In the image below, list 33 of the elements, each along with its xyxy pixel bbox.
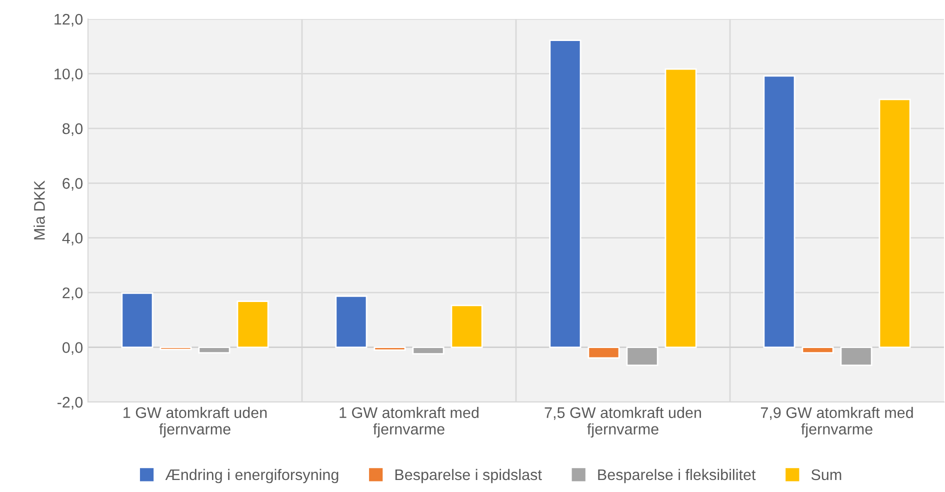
x-tick-label: 7,9 GW atomkraft med fjernvarme bbox=[760, 406, 913, 438]
bar bbox=[664, 68, 697, 348]
bar bbox=[450, 304, 483, 348]
y-tick-label: 4,0 bbox=[62, 232, 83, 246]
legend-label: Besparelse i fleksibilitet bbox=[598, 468, 756, 484]
bar bbox=[549, 40, 582, 348]
y-axis-title: Mia DKK bbox=[34, 180, 45, 240]
x-tick-label: 7,5 GW atomkraft uden fjernvarme bbox=[544, 406, 701, 438]
legend-label: Besparelse i spidslast bbox=[395, 468, 542, 484]
legend-label: Sum bbox=[811, 469, 842, 480]
bar bbox=[840, 346, 872, 366]
y-tick-label: 6,0 bbox=[62, 178, 83, 191]
y-tick-label: 0,0 bbox=[62, 342, 83, 355]
bar bbox=[374, 346, 406, 351]
bar bbox=[160, 346, 192, 350]
bar bbox=[198, 346, 230, 354]
bar bbox=[878, 98, 911, 348]
bar bbox=[236, 300, 269, 348]
bar bbox=[763, 75, 796, 348]
y-tick-label: 8,0 bbox=[62, 123, 83, 136]
y-tick-label: 12,0 bbox=[54, 14, 83, 26]
bar bbox=[121, 292, 154, 348]
bar bbox=[412, 346, 444, 355]
bar bbox=[802, 346, 834, 354]
y-tick-label: 2,0 bbox=[62, 287, 83, 300]
bar bbox=[626, 346, 658, 366]
y-tick-label: -2,0 bbox=[57, 396, 83, 410]
bar bbox=[335, 295, 368, 348]
y-tick-label: 10,0 bbox=[54, 68, 83, 82]
bar bbox=[588, 346, 620, 359]
x-tick-label: 1 GW atomkraft med fjernvarme bbox=[340, 406, 478, 438]
x-tick-label: 1 GW atomkraft uden fjernvarme bbox=[124, 406, 267, 438]
legend-label: Ændring i energiforsyning bbox=[165, 468, 338, 484]
